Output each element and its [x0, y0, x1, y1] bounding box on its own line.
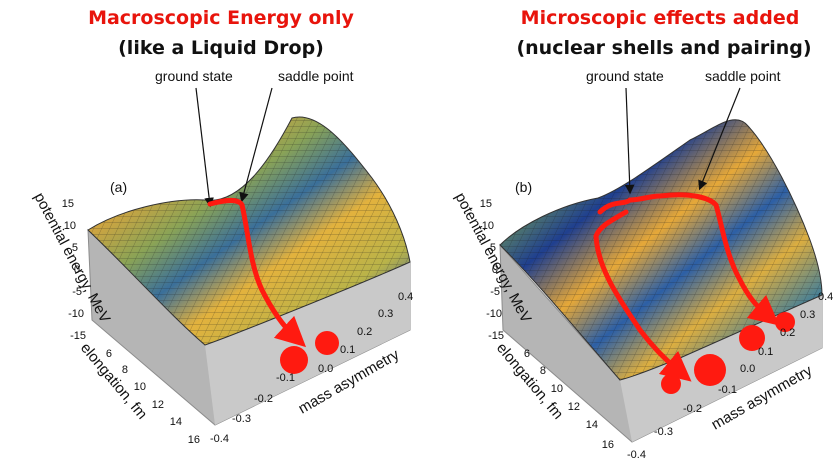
panel-a-title: Macroscopic Energy only — [88, 7, 354, 29]
panel-a-mass-tick: -0.2 — [254, 393, 273, 405]
panel-a-fragment-small — [315, 331, 339, 355]
panel-b-fragment-light — [661, 374, 681, 394]
panel-b-z-tick: 0 — [492, 264, 498, 276]
panel-a-elongation-ticks: 6 8 10 12 14 16 — [106, 348, 200, 446]
panel-a-elong-tick: 6 — [106, 348, 112, 360]
panel-a-saddle-point-label: saddle point — [278, 68, 354, 84]
panel-b-mass-tick: -0.1 — [718, 384, 737, 396]
panel-a-mass-tick: 0.1 — [340, 344, 355, 356]
panel-b-z-ticks: 15 10 5 0 -5 -10 -15 — [480, 198, 504, 342]
panel-b-mass-tick: -0.2 — [683, 403, 702, 415]
panel-b-fission-path-branch — [593, 209, 692, 382]
panel-a-mass-tick: 0.4 — [398, 291, 413, 303]
panel-b-mass-tick: 0.3 — [800, 309, 815, 321]
panel-b-subtitle: (nuclear shells and pairing) — [516, 37, 811, 59]
panel-b-saddle-point-label: saddle point — [705, 68, 781, 84]
panel-a: Macroscopic Energy only (like a Liquid D… — [30, 7, 413, 446]
panel-a-z-tick: 10 — [64, 220, 76, 232]
panel-a-ground-state-label: ground state — [155, 68, 233, 84]
panel-b: Microscopic effects added (nuclear shell… — [451, 7, 833, 461]
panel-b-mass-ticks: -0.4 -0.3 -0.2 -0.1 0.0 0.1 0.2 0.3 0.4 — [627, 291, 833, 461]
panel-b-label: (b) — [515, 179, 532, 195]
panel-b-ground-state-pointer — [624, 87, 635, 195]
panel-b-mass-tick: 0.0 — [740, 363, 755, 375]
panel-b-mass-tick: 0.1 — [758, 346, 773, 358]
panel-a-subtitle: (like a Liquid Drop) — [118, 37, 324, 59]
panel-b-saddle-point-pointer — [698, 87, 741, 191]
panel-a-elong-tick: 14 — [170, 416, 182, 428]
panel-b-elong-tick: 10 — [551, 383, 563, 395]
panel-a-z-tick: -5 — [72, 286, 82, 298]
panel-b-title: Microscopic effects added — [521, 7, 800, 29]
panel-b-mass-tick: -0.3 — [654, 426, 673, 438]
panel-b-z-tick: 15 — [480, 198, 492, 210]
panel-b-z-tick: 5 — [490, 242, 496, 254]
panel-b-elong-tick: 6 — [524, 348, 530, 360]
panel-b-ground-state-label: ground state — [586, 68, 664, 84]
panel-b-z-tick: -10 — [486, 308, 502, 320]
panel-a-ground-state-pointer — [195, 87, 214, 208]
panel-a-z-tick: -10 — [68, 308, 84, 320]
panel-b-fragment-heavy — [694, 354, 726, 386]
panel-a-fission-path — [207, 197, 307, 348]
panel-a-z-tick: 15 — [62, 198, 74, 210]
panel-b-ground-loop — [597, 197, 633, 215]
panel-a-mass-tick: 0.0 — [318, 363, 333, 375]
panel-a-elong-tick: 12 — [152, 399, 164, 411]
panel-b-mass-tick: 0.4 — [818, 291, 833, 303]
panel-a-mass-tick: -0.4 — [210, 433, 229, 445]
panel-a-fragment-large — [280, 346, 308, 374]
panel-b-mass-tick: 0.2 — [780, 327, 795, 339]
panel-b-elongation-ticks: 6 8 10 12 14 16 — [524, 348, 614, 451]
panel-a-mass-tick: -0.1 — [276, 372, 295, 384]
panel-b-z-tick: 10 — [482, 220, 494, 232]
panel-a-elong-tick: 8 — [122, 364, 128, 376]
panel-b-elong-tick: 16 — [602, 439, 614, 451]
panel-a-saddle-point-pointer — [239, 87, 273, 203]
panel-a-z-tick: -15 — [70, 330, 86, 342]
panel-a-mass-tick: 0.2 — [357, 326, 372, 338]
panel-a-label: (a) — [110, 179, 127, 195]
panel-a-elong-tick: 16 — [188, 434, 200, 446]
panel-a-base-side — [205, 262, 410, 425]
panel-b-mesh — [500, 119, 822, 381]
panel-a-z-ticks: 15 10 5 0 -5 -10 -15 — [62, 198, 86, 342]
panel-a-elong-tick: 10 — [134, 381, 146, 393]
panel-b-fragment-sym-b — [775, 312, 795, 332]
panel-a-mass-tick: 0.3 — [378, 308, 393, 320]
panel-a-mass-ticks: -0.4 -0.3 -0.2 -0.1 0.0 0.1 0.2 0.3 0.4 — [210, 291, 413, 445]
panel-b-fragment-sym-a — [739, 325, 765, 351]
panel-b-z-tick: -5 — [490, 286, 500, 298]
panel-b-mass-tick: -0.4 — [627, 449, 646, 461]
panel-b-elong-tick: 14 — [586, 419, 598, 431]
panel-a-z-tick: 0 — [74, 264, 80, 276]
panel-b-fission-path-main — [627, 192, 780, 326]
panel-b-elong-tick: 12 — [568, 401, 580, 413]
panel-a-z-tick: 5 — [72, 242, 78, 254]
panel-b-elong-tick: 8 — [540, 365, 546, 377]
panel-a-mass-tick: -0.3 — [232, 413, 251, 425]
panel-b-z-tick: -15 — [488, 330, 504, 342]
